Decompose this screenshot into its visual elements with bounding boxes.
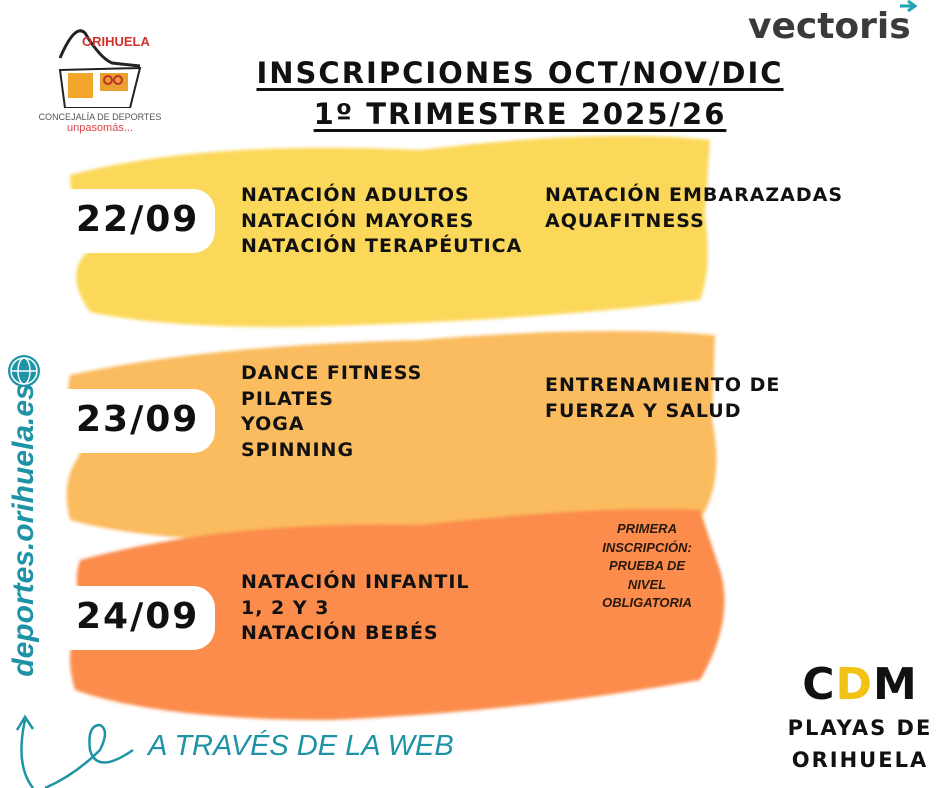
date-tab <box>40 586 215 650</box>
web-cta: A TRAVÉS DE LA WEB <box>148 730 454 762</box>
date-tab <box>40 389 215 453</box>
cdm-line1: PLAYAS DE <box>787 716 933 740</box>
note-line: OBLIGATORIA <box>602 595 692 610</box>
list-item: NATACIÓN MAYORES <box>241 209 475 232</box>
date-label: 23/09 <box>76 399 200 440</box>
list-item: NATACIÓN ADULTOS <box>241 184 470 206</box>
page-title-line2: 1º TRIMESTRE 2025/26 <box>313 97 727 131</box>
date-label: 22/09 <box>76 199 200 240</box>
list-item: YOGA <box>241 413 305 435</box>
concejalia-slogan: unpasomás... <box>66 122 134 134</box>
level-test-note: PRIMERA INSCRIPCIÓN: PRUEBA DE NIVEL OBL… <box>572 520 722 613</box>
date-label: 24/09 <box>76 596 200 637</box>
concejalia-text: CONCEJALÍA DE DEPORTES <box>38 112 162 122</box>
list-item: SPINNING <box>241 438 355 461</box>
orihuela-emblem-icon: ORIHUELA <box>58 29 151 109</box>
page-title-line1: INSCRIPCIONES OCT/NOV/DIC <box>256 56 784 90</box>
vectoris-arrow-icon <box>900 0 918 12</box>
list-item: NATACIÓN BEBÉS <box>241 622 439 644</box>
globe-www-icon <box>8 355 40 387</box>
list-item: NATACIÓN INFANTIL <box>241 571 470 593</box>
list-item: NATACIÓN EMBARAZADAS <box>545 184 844 206</box>
activity-list: NATACIÓN EMBARAZADAS AQUAFITNESS <box>545 183 843 234</box>
list-item: FUERZA Y SALUD <box>545 399 742 422</box>
list-item: DANCE FITNESS <box>241 362 423 384</box>
activity-list: NATACIÓN ADULTOS NATACIÓN MAYORES NATACI… <box>241 183 522 260</box>
note-line: INSCRIPCIÓN: <box>602 539 692 555</box>
cdm-line2: ORIHUELA <box>791 748 929 772</box>
list-item: PILATES <box>241 387 334 410</box>
cdm-mark: CDM <box>802 659 918 710</box>
list-item: ENTRENAMIENTO DE <box>545 374 781 396</box>
activity-list: NATACIÓN INFANTIL 1, 2 Y 3 NATACIÓN BEBÉ… <box>241 570 470 647</box>
note-line: NIVEL <box>627 576 667 592</box>
note-line: PRUEBA DE <box>608 558 686 573</box>
date-tab <box>40 189 215 253</box>
note-line: PRIMERA <box>617 521 677 536</box>
vectoris-logo: vectoris <box>748 6 911 47</box>
list-item: AQUAFITNESS <box>545 209 705 232</box>
svg-text:ORIHUELA: ORIHUELA <box>82 34 151 49</box>
cdm-logo: CDM PLAYAS DE ORIHUELA <box>780 659 940 773</box>
website-url[interactable]: deportes.orihuela.es <box>7 383 40 677</box>
curved-arrow-icon <box>15 714 134 788</box>
activity-list: DANCE FITNESS PILATES YOGA SPINNING <box>241 361 422 463</box>
concejalia-deportes-logo: ORIHUELA CONCEJALÍA DE DEPORTES unpasomá… <box>30 18 170 134</box>
list-item: 1, 2 Y 3 <box>241 596 330 619</box>
activity-list: ENTRENAMIENTO DE FUERZA Y SALUD <box>545 373 780 424</box>
list-item: NATACIÓN TERAPÉUTICA <box>241 235 523 257</box>
